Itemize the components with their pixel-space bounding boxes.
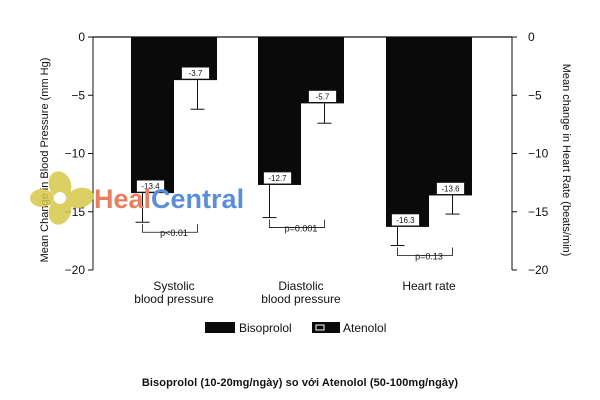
p-value-label-2: p=0.13 [415,252,443,262]
data-label-bisoprolol-0: -13.4 [141,182,160,191]
p-value-bracket-1 [269,219,325,228]
data-label-atenolol-2: -13.6 [441,184,460,193]
data-label-atenolol-0: -3.7 [189,69,203,78]
figure-caption: Bisoprolol (10-20mg/ngày) so với Atenolo… [141,377,459,389]
data-label-atenolol-1: -5.7 [316,92,330,101]
category-label-1-1: blood pressure [261,292,341,306]
data-label-box-atenolol-1 [308,90,337,103]
category-label-0-1: blood pressure [134,292,214,306]
p-value-label-1: p=0.001 [285,224,318,234]
data-label-bisoprolol-1: -12.7 [268,174,287,183]
svg-text:HealCentral: HealCentral [94,184,244,214]
legend-swatch-atenolol [312,322,340,333]
legend-swatch-atenolol-mark [315,324,325,331]
data-label-box-atenolol-2 [436,182,465,195]
watermark-text-central: Central [151,184,244,214]
y-tick-label-left: −20 [65,263,86,277]
four-leaf-clover-logo [30,171,94,225]
data-label-box-bisoprolol-0 [136,179,165,193]
bar-bisoprolol-2 [386,37,429,227]
y-tick-label-right: −10 [528,147,549,161]
bar-bisoprolol-0 [131,37,174,194]
data-label-bisoprolol-2: -16.3 [396,216,415,225]
p-value-bracket-2 [397,247,453,256]
y-tick-label-right: −20 [528,263,549,277]
watermark-text-heal: Heal [94,184,151,214]
y-tick-label-right: 0 [528,30,535,44]
legend-swatch-bisoprolol [205,322,235,333]
category-label-0-0: Systolic [153,279,194,293]
y-tick-label-right: −5 [528,88,542,102]
error-bars [135,80,460,247]
data-label-box-bisoprolol-2 [391,213,420,227]
p-value-annotations: p<0.01 p=0.001 p=0.13 [142,219,453,262]
y-tick-label-left: 0 [78,30,85,44]
y-tick-label-left: −5 [71,88,85,102]
y-axis-right-title: Mean change in Heart Rate (beats/min) [560,64,572,257]
category-label-1-0: Diastolic [278,279,323,293]
legend-label-atenolol: Atenolol [343,321,386,335]
y-axis-left-title: Mean Change in Blood Pressure (mm Hg) [39,58,51,263]
watermark-logo: HealCentral [30,171,244,225]
data-labels: -13.4 -3.7 -12.7 -5.7 -16.3 -13.6 [136,66,465,227]
data-label-box-bisoprolol-1 [263,171,292,185]
bar-atenolol-2 [429,37,472,196]
legend-label-bisoprolol: Bisoprolol [239,321,292,335]
p-value-bracket-0 [142,224,198,233]
y-tick-label-left: −10 [65,147,86,161]
category-label-2-0: Heart rate [402,279,456,293]
y-tick-label-right: −15 [528,205,549,219]
p-value-label-0: p<0.01 [160,228,188,238]
data-label-box-atenolol-0 [181,66,210,80]
legend: Bisoprolol Atenolol [205,321,386,335]
bar-bisoprolol-1 [258,37,301,185]
